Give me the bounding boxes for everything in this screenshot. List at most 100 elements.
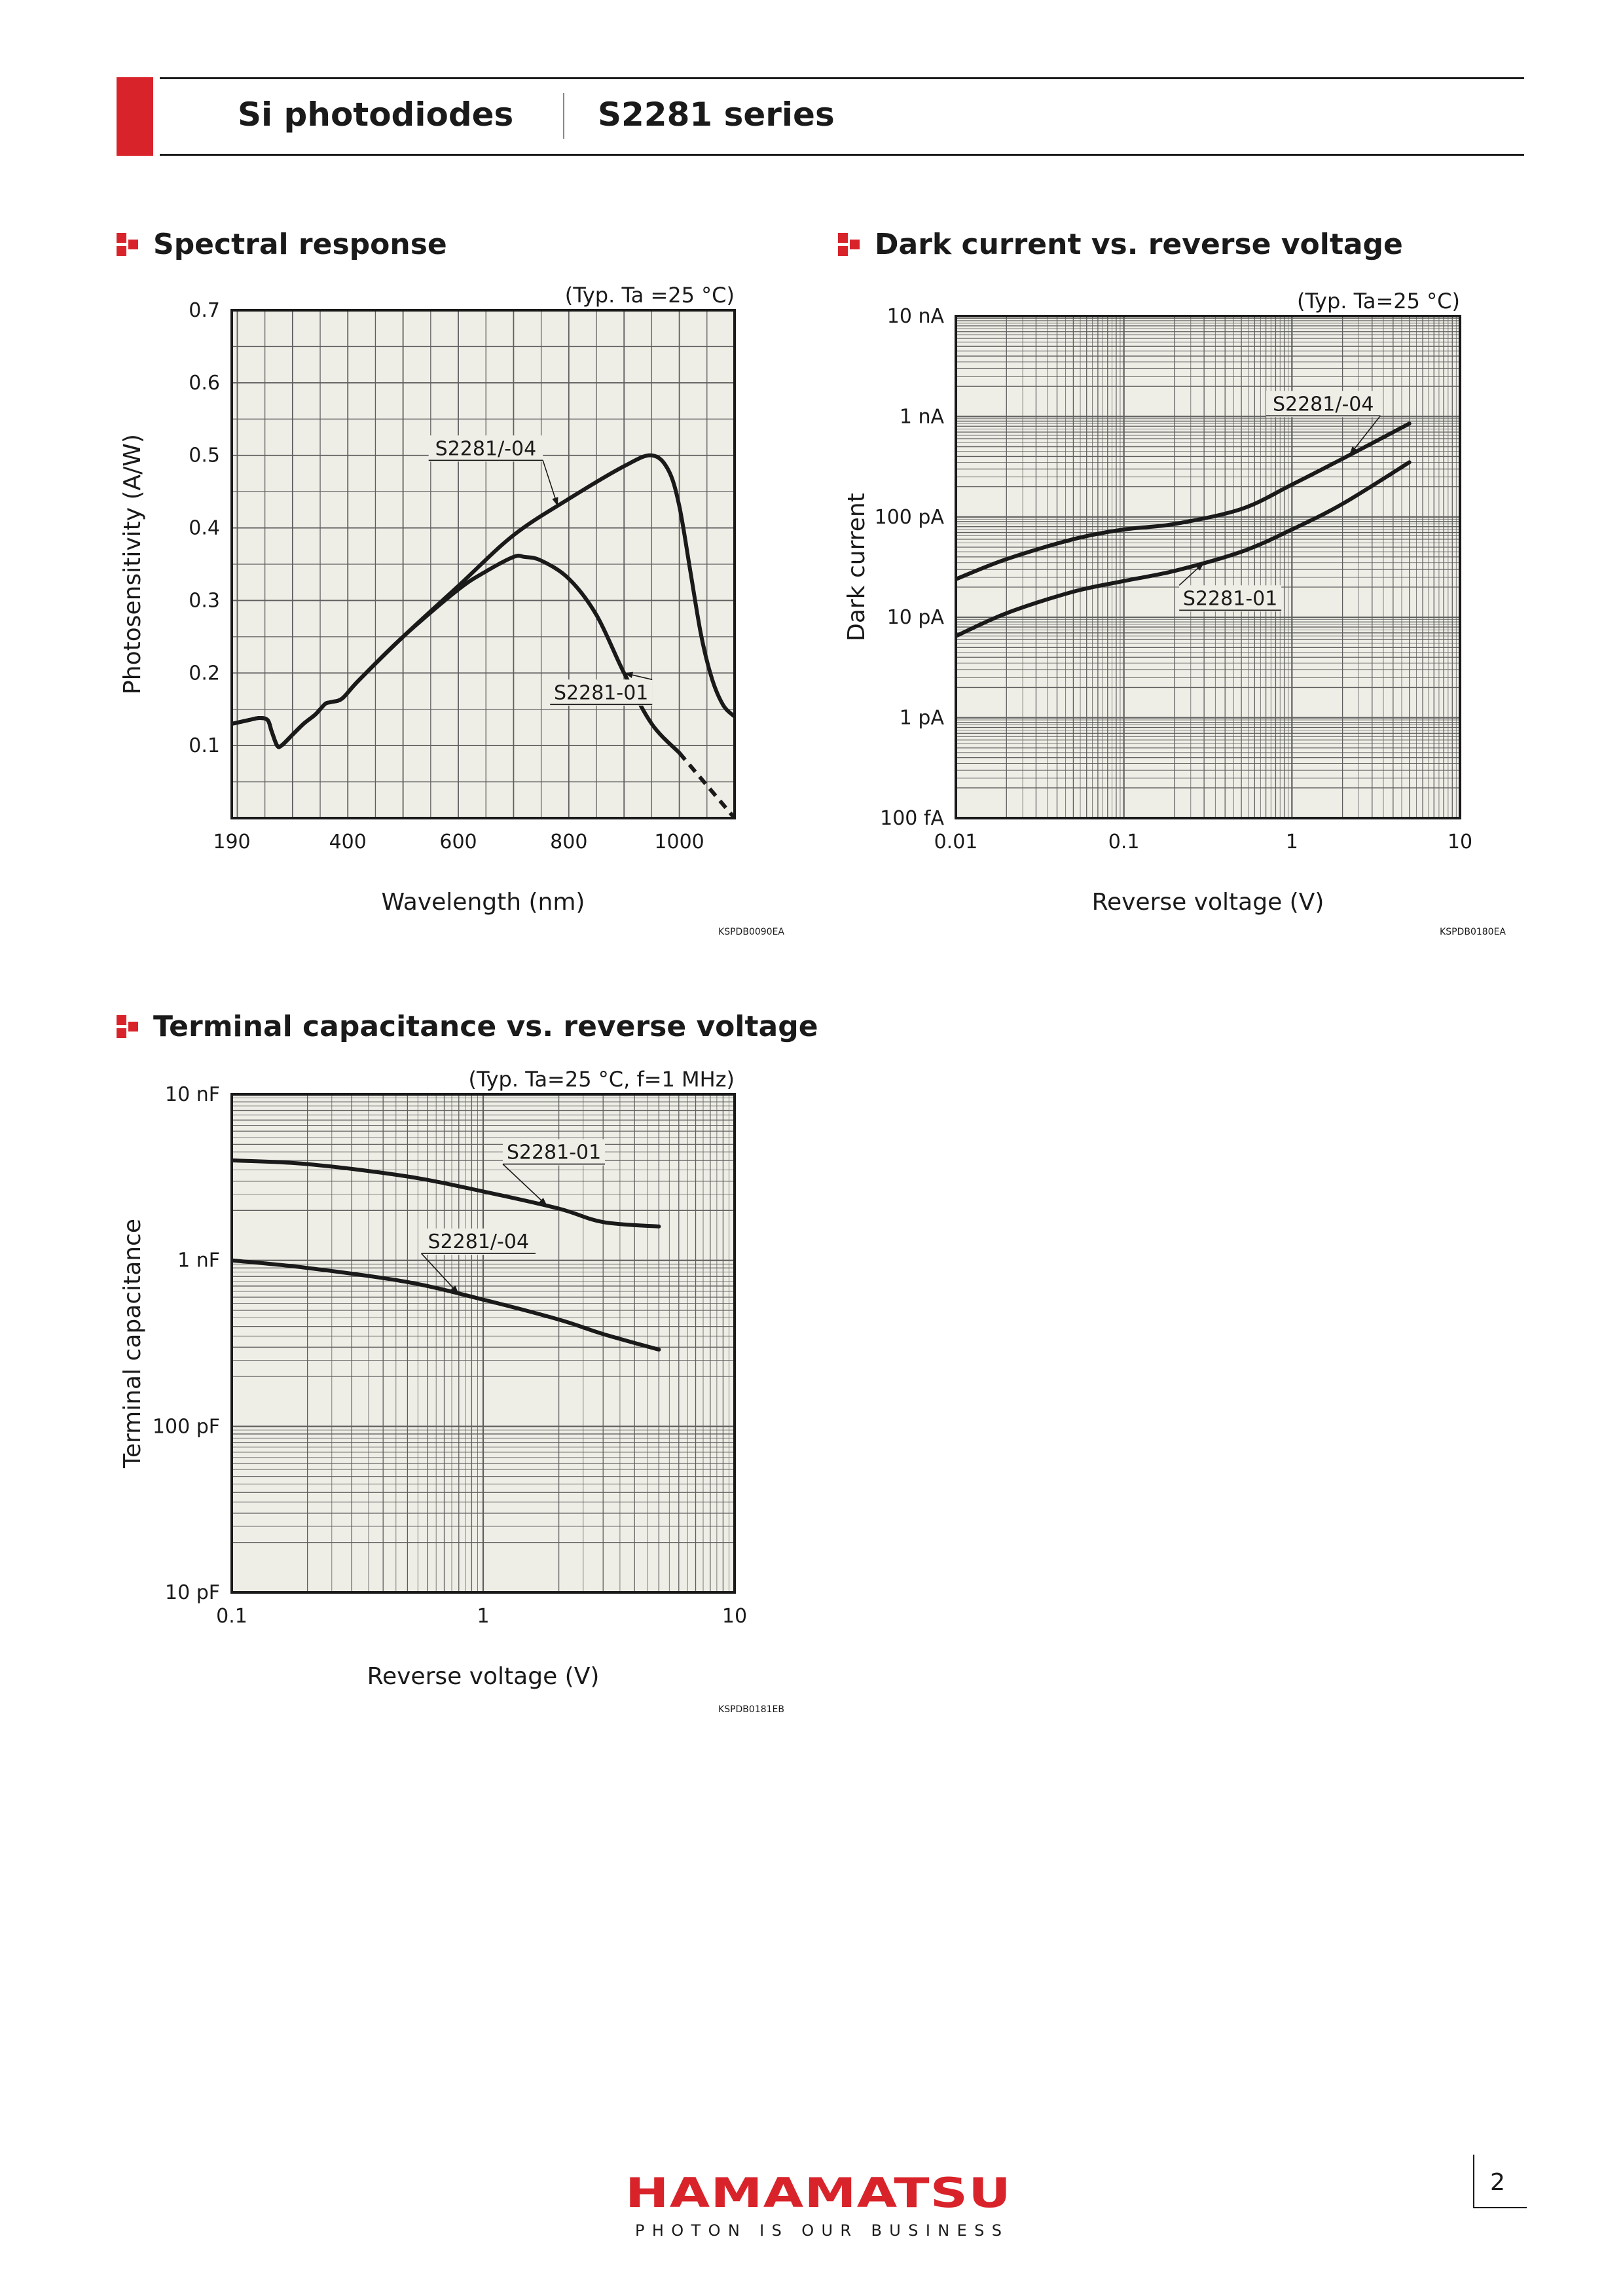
page-header: Si photodiodes S2281 series	[117, 77, 1524, 156]
series-group	[232, 453, 735, 818]
annotation-arrowhead	[624, 672, 634, 678]
annotation-arrowhead	[450, 1285, 459, 1295]
y-axis-label: Dark current	[843, 493, 870, 641]
figure-code: KSPDB0090EA	[718, 927, 784, 937]
gridlines	[232, 1093, 736, 1592]
annotation-bg	[428, 435, 543, 462]
product-category: Si photodiodes	[238, 96, 514, 134]
plot-frame	[230, 1093, 736, 1594]
cap-title: Terminal capacitance vs. reverse voltage	[153, 1010, 818, 1043]
header-rule-top	[160, 77, 1524, 79]
series-line-s228101	[956, 460, 1412, 638]
annotation-label: S2281-01	[507, 1141, 601, 1164]
header-rule-bottom	[160, 154, 1524, 156]
annotation-leader	[502, 1164, 548, 1207]
series-annotation: S2281/-04	[1266, 391, 1381, 456]
series-annotation: S2281-01	[502, 1139, 606, 1207]
dark-title: Dark current vs. reverse voltage	[875, 228, 1403, 261]
annotation-bg	[421, 1229, 536, 1255]
x-tick-label: 0.01	[934, 831, 978, 853]
x-axis-label: Reverse voltage (V)	[367, 1663, 600, 1690]
brand-tagline: PHOTON IS OUR BUSINESS	[635, 2221, 1002, 2240]
series-line-s228104	[956, 422, 1412, 581]
annotation-label: S2281-01	[554, 681, 648, 704]
x-tick-label: 1	[1286, 831, 1298, 853]
section-bullet-icon	[838, 232, 860, 256]
annotation-bg	[550, 679, 653, 706]
y-tick-label: 1 pA	[900, 707, 945, 730]
plot-area	[956, 316, 1460, 818]
annotation-arrowhead	[1195, 562, 1205, 571]
y-tick-label: 10 nF	[165, 1083, 220, 1106]
y-tick-label: 100 pF	[153, 1415, 220, 1438]
y-axis-label: Terminal capacitance	[119, 1219, 146, 1469]
chart-cap: 0.1 1 10 10 pF 100 pF 1 nF 10 nF (Typ. Ta=25 °C…	[119, 1067, 784, 1715]
page-number: 2	[1490, 2169, 1505, 2196]
annotation-arrowhead	[552, 497, 558, 507]
y-tick-label: 1 nF	[177, 1249, 220, 1272]
y-tick-label: 1 nA	[900, 405, 945, 428]
chart-condition: (Typ. Ta =25 °C)	[565, 283, 735, 308]
y-tick-label: 0.3	[189, 589, 220, 612]
series-line-s228104	[232, 1258, 661, 1352]
x-tick-label: 400	[329, 831, 367, 853]
x-tick-label: 10	[722, 1605, 747, 1628]
chart-dark: 0.01 0.1 1 10 100 fA 1 pA 10 pA 100 pA 1 nA 10 nA…	[843, 289, 1506, 937]
series-annotation: S2281/-04	[428, 435, 558, 507]
y-tick-label: 100 pA	[875, 506, 945, 529]
chart-spectral: 190 400 600 800 1000 0.1 0.2 0.3 0.4 0.5 0.6 0.7 (Ty…	[119, 283, 784, 937]
y-tick-label: 0.4	[189, 517, 220, 540]
annotation-bg	[503, 1139, 606, 1166]
annotation-leader	[420, 1253, 460, 1295]
x-tick-label: 800	[550, 831, 587, 853]
series-annotation: S2281-01	[1178, 562, 1282, 612]
plot-frame	[955, 315, 1461, 819]
y-tick-label: 0.2	[189, 662, 220, 685]
annotation-bg	[1266, 391, 1381, 418]
series-annotation: S2281-01	[550, 672, 653, 706]
y-tick-label: 0.6	[189, 372, 220, 395]
annotation-label: S2281-01	[1183, 587, 1277, 610]
x-axis-label: Reverse voltage (V)	[1092, 889, 1324, 916]
y-tick-label: 100 fA	[880, 807, 944, 830]
header-separator	[563, 93, 564, 139]
y-tick-label: 10 pF	[165, 1581, 220, 1604]
section-title-dark: Dark current vs. reverse voltage	[838, 228, 1403, 261]
x-tick-label: 0.1	[1108, 831, 1140, 853]
y-tick-label: 10 nA	[887, 305, 945, 328]
x-tick-label: 0.1	[216, 1605, 247, 1628]
annotation-bg	[1179, 585, 1282, 612]
section-title-spectral: Spectral response	[117, 228, 447, 261]
x-axis-label: Wavelength (nm)	[382, 889, 585, 916]
section-title-cap: Terminal capacitance vs. reverse voltage	[117, 1010, 818, 1043]
annotation-arrowhead	[539, 1198, 548, 1206]
figure-code: KSPDB0181EB	[718, 1704, 784, 1715]
annotation-label: S2281/-04	[1273, 393, 1374, 416]
page-number-box: 2	[1473, 2155, 1527, 2208]
y-tick-label: 0.7	[189, 299, 220, 322]
y-axis-label: Photosensitivity (A/W)	[119, 434, 146, 694]
series-group	[956, 422, 1412, 638]
series-line-s228101	[232, 554, 682, 755]
y-tick-label: 10 pA	[887, 606, 945, 629]
series-group	[232, 1158, 661, 1352]
plot-frame	[230, 309, 736, 819]
x-tick-label: 600	[439, 831, 477, 853]
chart-condition: (Typ. Ta=25 °C)	[1297, 289, 1460, 314]
x-tick-label: 10	[1448, 831, 1472, 853]
section-bullet-icon	[117, 1014, 138, 1038]
x-tick-label: 1000	[654, 831, 704, 853]
brand-accent-bar	[117, 77, 153, 156]
y-tick-label: 0.1	[189, 734, 220, 757]
x-tick-label: 190	[213, 831, 250, 853]
annotation-arrowhead	[1349, 446, 1358, 456]
chart-condition: (Typ. Ta=25 °C, f=1 MHz)	[469, 1067, 735, 1092]
product-series: S2281 series	[598, 96, 835, 134]
brand-name: HAMAMATSU	[625, 2169, 1012, 2217]
x-tick-label: 1	[477, 1605, 489, 1628]
series-annotation: S2281/-04	[420, 1229, 536, 1295]
spectral-title: Spectral response	[153, 228, 447, 261]
y-tick-label: 0.5	[189, 444, 220, 467]
hamamatsu-logo: HAMAMATSU PHOTON IS OUR BUSINESS	[625, 2169, 1012, 2240]
